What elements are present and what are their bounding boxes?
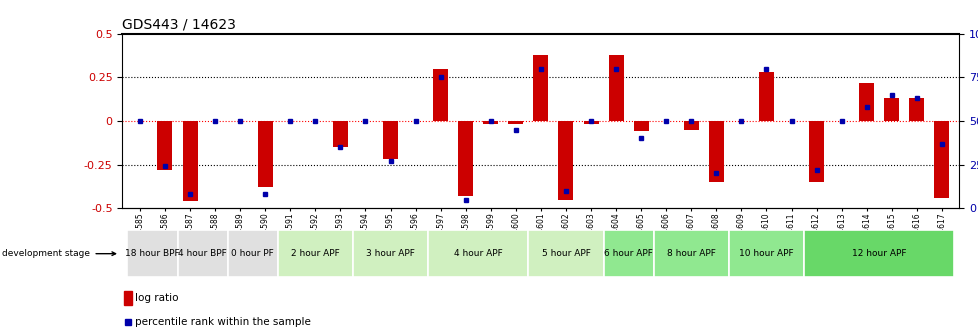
Text: percentile rank within the sample: percentile rank within the sample [135,317,310,327]
Text: 18 hour BPF: 18 hour BPF [125,249,180,258]
Bar [432,69,448,121]
Bar [458,121,472,196]
Bar [508,121,523,124]
Bar [909,98,923,121]
Bar [728,230,803,277]
Bar [633,121,648,131]
Bar [278,230,353,277]
Text: 3 hour APF: 3 hour APF [366,249,415,258]
Text: log ratio: log ratio [135,293,178,303]
Text: 2 hour APF: 2 hour APF [290,249,339,258]
Bar [758,72,774,121]
Bar [557,121,573,200]
Bar [257,121,273,187]
Bar [653,230,728,277]
Text: 10 hour APF: 10 hour APF [738,249,793,258]
Bar [803,230,954,277]
Bar [228,230,278,277]
Bar [933,121,949,198]
Bar [683,121,698,130]
Text: 4 hour APF: 4 hour APF [454,249,502,258]
Text: development stage: development stage [2,249,115,258]
Text: 6 hour APF: 6 hour APF [603,249,652,258]
Bar [124,291,132,305]
Bar [708,121,723,182]
Bar [608,54,623,121]
Bar [177,230,228,277]
Bar [859,83,873,121]
Text: 12 hour APF: 12 hour APF [851,249,906,258]
Bar [353,230,427,277]
Bar [483,121,498,124]
Text: 0 hour PF: 0 hour PF [231,249,274,258]
Text: GDS443 / 14623: GDS443 / 14623 [122,17,236,31]
Bar [533,54,548,121]
Text: 8 hour APF: 8 hour APF [666,249,715,258]
Bar [883,98,899,121]
Bar [382,121,398,159]
Bar [182,121,198,201]
Bar [583,121,598,124]
Bar [157,121,172,170]
Bar [808,121,823,182]
Bar [333,121,347,147]
Text: 5 hour APF: 5 hour APF [541,249,590,258]
Text: 4 hour BPF: 4 hour BPF [178,249,227,258]
Bar [602,230,653,277]
Bar [427,230,528,277]
Bar [528,230,602,277]
Bar [127,230,177,277]
